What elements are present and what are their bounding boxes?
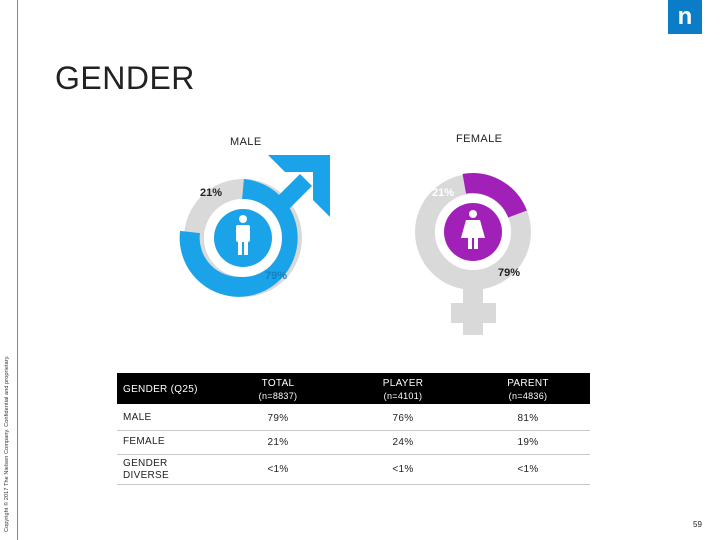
table-row-diverse-label: GENDER <box>123 458 168 469</box>
table-cell-diverse-total: <1% <box>267 464 289 475</box>
table-header-total: TOTAL <box>261 378 295 389</box>
male-donut-chart <box>179 155 330 297</box>
left-border-line <box>17 0 18 540</box>
table-header-player: PLAYER <box>382 378 424 389</box>
page-title: GENDER <box>55 60 195 96</box>
gender-table: GENDER (Q25) TOTAL (n=8837) PLAYER (n=41… <box>117 373 590 485</box>
female-pct-21: 21% <box>432 187 455 199</box>
table-cell-female-total: 21% <box>267 437 289 448</box>
table-row-divider <box>117 454 590 455</box>
male-pct-79: 79% <box>265 270 288 282</box>
page-number: 59 <box>693 520 702 529</box>
table-row-male-label: MALE <box>123 412 152 423</box>
table-row-diverse-label-line2: DIVERSE <box>123 470 170 481</box>
table-header-parent-n: (n=4836) <box>508 391 548 401</box>
female-person-icon <box>461 210 485 249</box>
female-cross-horizontal <box>451 303 496 323</box>
male-label: MALE <box>230 136 262 148</box>
table-cell-female-player: 24% <box>392 437 414 448</box>
male-person-icon <box>236 215 250 255</box>
female-label: FEMALE <box>456 133 503 145</box>
female-pct-79: 79% <box>498 267 521 279</box>
nielsen-logo: n <box>668 0 702 34</box>
table-cell-diverse-player: <1% <box>392 464 414 475</box>
table-cell-male-parent: 81% <box>517 413 539 424</box>
male-pct-21: 21% <box>200 187 223 199</box>
table-cell-diverse-parent: <1% <box>517 464 539 475</box>
table-header-parent: PARENT <box>507 378 549 389</box>
table-row-divider <box>117 484 590 485</box>
table-cell-male-total: 79% <box>267 413 289 424</box>
female-donut-chart <box>415 173 531 335</box>
table-row-divider <box>117 430 590 431</box>
table-header-player-n: (n=4101) <box>383 391 423 401</box>
table-header-question: GENDER (Q25) <box>123 384 198 395</box>
female-donut-21-segment <box>462 173 527 219</box>
male-arrow-head <box>268 155 330 217</box>
table-cell-female-parent: 19% <box>517 437 539 448</box>
table-row-female-label: FEMALE <box>123 436 165 447</box>
table-header-row <box>117 373 590 404</box>
table-header-total-n: (n=8837) <box>258 391 298 401</box>
table-cell-male-player: 76% <box>392 413 414 424</box>
male-arrow-shaft <box>270 174 312 216</box>
